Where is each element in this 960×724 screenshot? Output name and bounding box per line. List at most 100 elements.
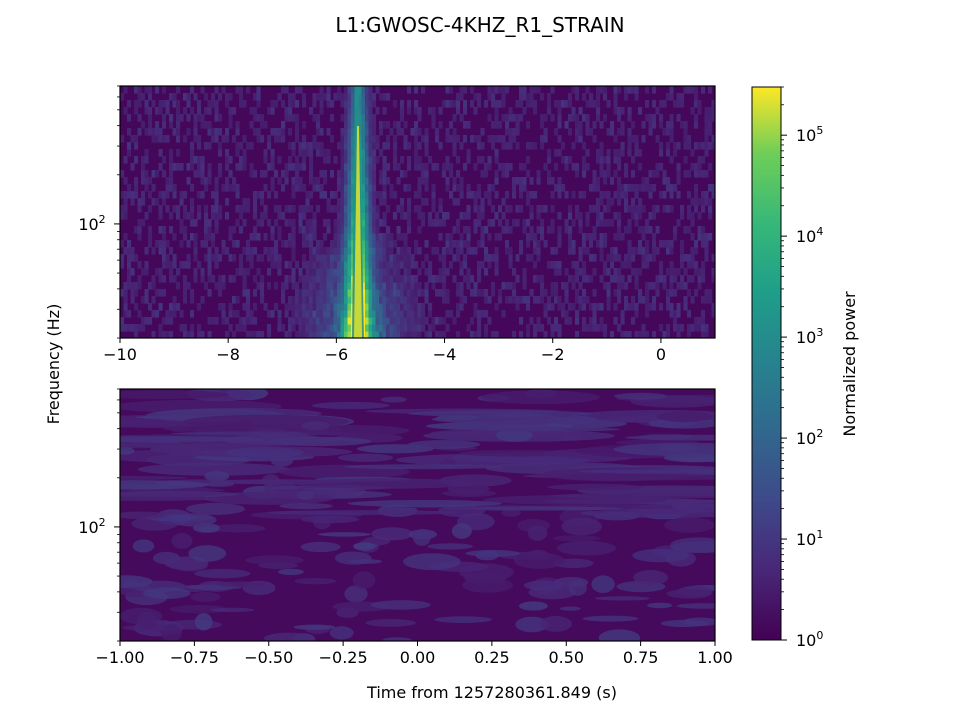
- top-spectrogram-cell: [599, 303, 604, 311]
- top-spectrogram-cell: [659, 100, 664, 108]
- top-spectrogram-cell: [179, 114, 184, 122]
- top-spectrogram-cell: [407, 219, 412, 227]
- top-spectrogram-cell: [561, 310, 566, 318]
- top-spectrogram-cell: [302, 254, 307, 262]
- top-spectrogram-cell: [123, 198, 128, 206]
- top-spectrogram-cell: [414, 247, 419, 255]
- top-spectrogram-cell: [417, 268, 422, 276]
- top-spectrogram-cell: [372, 240, 377, 248]
- top-spectrogram-cell: [193, 275, 198, 283]
- top-spectrogram-cell: [424, 142, 429, 150]
- top-spectrogram-cell: [172, 296, 177, 304]
- top-spectrogram-cell: [193, 268, 198, 276]
- top-spectrogram-cell: [309, 226, 314, 234]
- top-spectrogram-cell: [239, 156, 244, 164]
- top-spectrogram-cell: [613, 254, 618, 262]
- top-spectrogram-cell: [533, 247, 538, 255]
- top-spectrogram-cell: [459, 191, 464, 199]
- top-spectrogram-cell: [596, 93, 601, 101]
- top-spectrogram-cell: [386, 261, 391, 269]
- top-spectrogram-cell: [312, 296, 317, 304]
- top-spectrogram-cell: [697, 156, 702, 164]
- top-spectrogram-cell: [557, 114, 562, 122]
- top-spectrogram-cell: [144, 261, 149, 269]
- top-spectrogram-cell: [501, 310, 506, 318]
- top-spectrogram-cell: [666, 128, 671, 136]
- top-spectrogram-cell: [501, 163, 506, 171]
- top-spectrogram-cell: [505, 121, 510, 129]
- colorbar-label: Normalized power: [840, 291, 859, 437]
- top-spectrogram-cell: [407, 289, 412, 297]
- top-spectrogram-cell: [235, 219, 240, 227]
- bottom-noise-blob: [293, 478, 478, 489]
- top-spectrogram-cell: [669, 156, 674, 164]
- top-spectrogram-cell: [529, 191, 534, 199]
- top-spectrogram-cell: [589, 233, 594, 241]
- top-spectrogram-cell: [697, 212, 702, 220]
- top-spectrogram-cell: [603, 268, 608, 276]
- top-spectrogram-cell: [634, 93, 639, 101]
- top-spectrogram-cell: [690, 163, 695, 171]
- top-spectrogram-cell: [298, 177, 303, 185]
- top-spectrogram-cell: [137, 219, 142, 227]
- top-spectrogram-cell: [550, 177, 555, 185]
- top-spectrogram-cell: [204, 205, 209, 213]
- top-spectrogram-cell: [547, 170, 552, 178]
- top-spectrogram-cell: [158, 289, 163, 297]
- top-spectrogram-cell: [414, 296, 419, 304]
- top-spectrogram-cell: [295, 331, 300, 338]
- top-spectrogram-cell: [235, 142, 240, 150]
- top-spectrogram-cell: [214, 128, 219, 136]
- top-spectrogram-cell: [368, 247, 373, 255]
- top-spectrogram-cell: [186, 282, 191, 290]
- top-spectrogram-cell: [494, 254, 499, 262]
- top-spectrogram-cell: [533, 261, 538, 269]
- top-spectrogram-cell: [603, 170, 608, 178]
- top-spectrogram-cell: [319, 254, 324, 262]
- top-spectrogram-cell: [470, 86, 475, 94]
- top-spectrogram-cell: [330, 268, 335, 276]
- top-spectrogram-cell: [358, 121, 363, 129]
- top-spectrogram-cell: [445, 296, 450, 304]
- top-spectrogram-cell: [375, 212, 380, 220]
- top-spectrogram-cell: [330, 135, 335, 143]
- top-spectrogram-cell: [169, 114, 174, 122]
- top-spectrogram-cell: [480, 205, 485, 213]
- top-spectrogram-cell: [435, 219, 440, 227]
- top-spectrogram-cell: [207, 121, 212, 129]
- top-spectrogram-cell: [592, 177, 597, 185]
- top-spectrogram-cell: [456, 240, 461, 248]
- top-spectrogram-cell: [183, 296, 188, 304]
- top-spectrogram-cell: [585, 114, 590, 122]
- top-spectrogram-cell: [344, 100, 349, 108]
- top-spectrogram-cell: [361, 310, 366, 318]
- top-spectrogram-cell: [683, 121, 688, 129]
- top-spectrogram-cell: [494, 135, 499, 143]
- top-spectrogram-cell: [473, 191, 478, 199]
- top-spectrogram-cell: [711, 184, 715, 192]
- top-spectrogram-cell: [361, 177, 366, 185]
- top-spectrogram-cell: [305, 205, 310, 213]
- top-spectrogram-cell: [438, 107, 443, 115]
- top-spectrogram-cell: [207, 128, 212, 136]
- top-spectrogram-cell: [582, 296, 587, 304]
- top-spectrogram-cell: [256, 219, 261, 227]
- top-spectrogram-cell: [235, 163, 240, 171]
- top-spectrogram-cell: [277, 310, 282, 318]
- top-spectrogram-cell: [162, 156, 167, 164]
- top-spectrogram-cell: [494, 121, 499, 129]
- top-spectrogram-cell: [578, 212, 583, 220]
- top-spectrogram-cell: [459, 177, 464, 185]
- top-spectrogram-cell: [564, 268, 569, 276]
- top-spectrogram-cell: [666, 303, 671, 311]
- bottom-noise-blob: [120, 447, 135, 455]
- top-spectrogram-cell: [333, 219, 338, 227]
- top-spectrogram-cell: [158, 205, 163, 213]
- top-spectrogram-cell: [599, 156, 604, 164]
- top-spectrogram-cell: [225, 156, 230, 164]
- top-spectrogram-cell: [253, 205, 258, 213]
- top-spectrogram-cell: [575, 128, 580, 136]
- top-spectrogram-cell: [260, 114, 265, 122]
- bottom-noise-blob: [408, 410, 593, 417]
- top-spectrogram-cell: [344, 296, 349, 304]
